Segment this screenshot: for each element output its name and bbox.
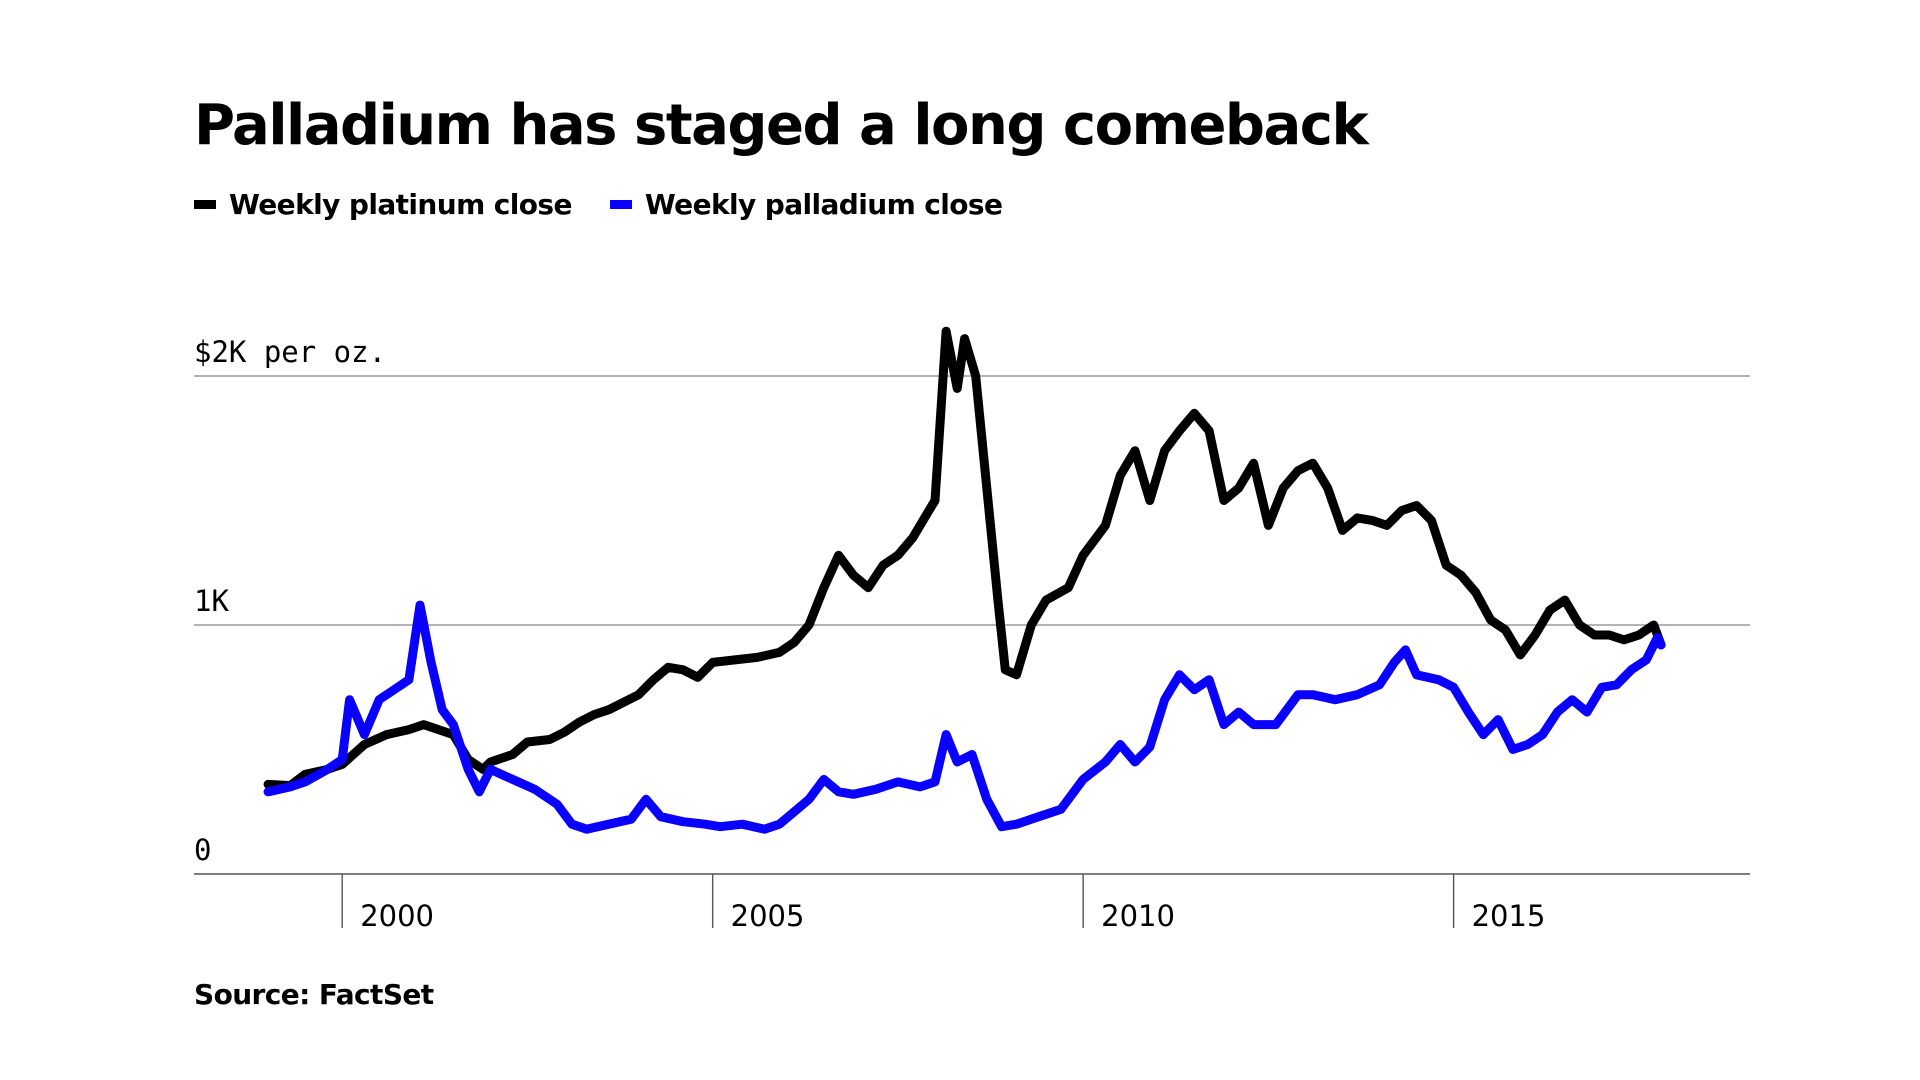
- x-tick-label-0: 2000: [360, 899, 434, 933]
- source-note: Source: FactSet: [194, 978, 434, 1011]
- legend-label-palladium: Weekly palladium close: [644, 188, 1003, 221]
- series-lines: [263, 326, 1666, 834]
- series-line-palladium: [263, 600, 1666, 834]
- legend-swatch-palladium: [609, 200, 632, 209]
- series-line-platinum: [263, 326, 1666, 791]
- y-axis-labels: 0 1K $2K per oz.: [194, 335, 386, 867]
- legend-item-platinum: Weekly platinum close: [194, 188, 572, 221]
- legend-swatch-platinum: [194, 200, 216, 209]
- y-tick-label-0: 0: [194, 833, 211, 867]
- y-tick-label-1: 1K: [194, 584, 229, 618]
- chart-title: Palladium has staged a long comeback: [194, 93, 1369, 158]
- x-tick-label-1: 2005: [731, 899, 805, 933]
- legend: Weekly platinum close Weekly palladium c…: [194, 188, 1040, 221]
- legend-item-palladium: Weekly palladium close: [609, 188, 1003, 221]
- y-tick-label-2: $2K per oz.: [194, 335, 386, 369]
- x-axis: 2000 2005 2010 2015: [341, 874, 1546, 933]
- x-tick-label-3: 2015: [1472, 899, 1546, 933]
- x-tick-label-2: 2010: [1101, 899, 1175, 933]
- legend-label-platinum: Weekly platinum close: [229, 188, 572, 221]
